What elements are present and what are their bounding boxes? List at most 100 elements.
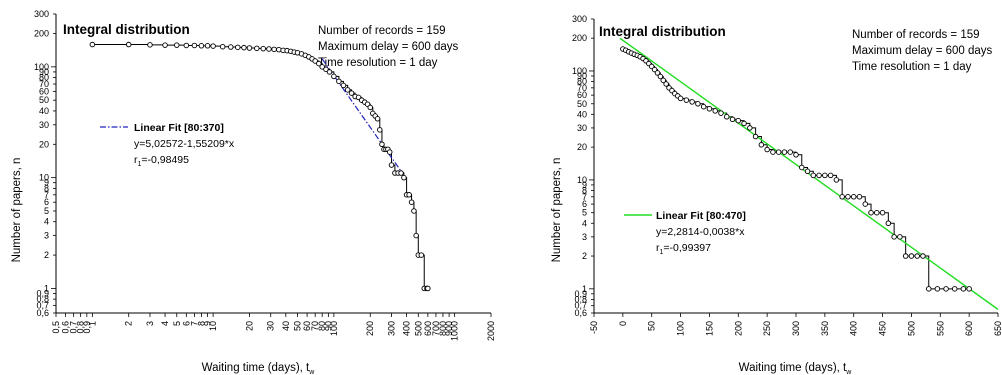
- data-point: [862, 201, 869, 207]
- data-point: [925, 286, 932, 292]
- x-tick-label: 9: [203, 321, 213, 326]
- x-tick-label: 1: [87, 321, 97, 326]
- data-point: [348, 90, 355, 96]
- data-point: [398, 170, 404, 176]
- x-tick-label: 0,6: [61, 321, 71, 334]
- y-tick-label: 30: [39, 120, 49, 130]
- x-tick-label: 20: [244, 321, 254, 331]
- data-point: [319, 64, 325, 70]
- y-tick-label: 1: [44, 283, 49, 293]
- data-point: [677, 95, 684, 102]
- y-axis-label: Number of papers, n: [11, 158, 23, 263]
- x-tick-label: 250: [762, 321, 772, 336]
- data-point: [326, 69, 333, 75]
- data-point: [271, 46, 277, 53]
- data-point: [418, 252, 425, 258]
- data-point: [683, 97, 690, 103]
- x-tick-label: 650: [993, 321, 1002, 336]
- data-point: [198, 43, 205, 49]
- data-point: [827, 172, 834, 179]
- data-point: [204, 43, 211, 49]
- data-point: [845, 194, 851, 200]
- data-point: [804, 168, 811, 175]
- data-point: [411, 208, 417, 214]
- fit-correlation: r1=-0,99397: [656, 242, 711, 256]
- y-tick-label: 100: [572, 66, 587, 76]
- y-tick-label: 2: [44, 250, 49, 260]
- x-tick-label: 400: [849, 321, 859, 336]
- x-tick-label: 550: [935, 321, 945, 336]
- x-tick-label: 150: [704, 321, 714, 336]
- data-point: [908, 253, 915, 259]
- data-point: [344, 87, 351, 93]
- y-tick-label: 7: [44, 190, 49, 200]
- y-tick-label: 70: [577, 83, 587, 93]
- data-point: [147, 42, 153, 48]
- x-tick-label: 0,9: [82, 321, 92, 334]
- data-point: [839, 194, 845, 200]
- y-tick-label: 100: [34, 62, 49, 72]
- x-tick-label: 40: [281, 321, 291, 331]
- data-line: [92, 44, 428, 289]
- info-delay: Maximum delay = 600 days: [318, 41, 459, 53]
- fit-label: Linear Fit [80:470]: [656, 210, 746, 222]
- x-tick-label: 0,7: [69, 321, 79, 334]
- data-point: [712, 108, 718, 114]
- x-tick-label: 600: [423, 321, 433, 336]
- x-tick-label: 1000: [450, 321, 460, 341]
- y-tick-label: 4: [44, 217, 49, 227]
- data-point: [241, 44, 247, 51]
- x-tick-label: 500: [906, 321, 916, 336]
- x-tick-label: 100: [329, 321, 339, 336]
- data-point: [336, 78, 342, 85]
- data-point: [879, 209, 886, 216]
- x-tick-label: 200: [733, 321, 743, 336]
- data-point: [401, 174, 407, 181]
- y-tick-label: 90: [39, 67, 49, 77]
- left-chart: Integral distribution Number of records …: [11, 9, 496, 375]
- legend: Linear Fit [80:470] y=2,2814-0,0038*x r1…: [624, 210, 746, 256]
- y-tick-label: 30: [577, 123, 587, 133]
- legend: Linear Fit [80:370] y=5,02572-1,55209*x …: [100, 122, 235, 168]
- y-tick-label: 1: [582, 284, 587, 294]
- data-point: [377, 127, 383, 133]
- x-tick-label: 400: [402, 321, 412, 336]
- data-point: [695, 101, 701, 107]
- info-resolution: Time resolution = 1 day: [852, 61, 972, 73]
- x-axis-label: Waiting time (days), tw: [739, 362, 853, 375]
- x-tick-label: 500: [413, 321, 423, 336]
- x-tick-label: 300: [387, 321, 397, 336]
- data-point: [162, 42, 168, 48]
- data-point: [254, 45, 260, 52]
- y-tick-label: 6: [582, 199, 587, 209]
- chart-title: Integral distribution: [599, 24, 726, 39]
- y-tick-label: 9: [44, 178, 49, 188]
- data-point: [735, 117, 742, 124]
- data-point: [891, 234, 897, 240]
- data-point: [246, 45, 253, 51]
- x-tick-label: 90: [323, 321, 333, 331]
- x-tick-label: 30: [266, 321, 276, 331]
- y-tick-label: 0,8: [574, 294, 587, 304]
- data-point: [747, 125, 753, 131]
- x-tick-label: 100: [676, 321, 686, 336]
- data-point: [406, 192, 412, 198]
- y-tick-label: 0,9: [36, 288, 49, 298]
- x-tick-label: 50: [293, 321, 303, 331]
- y-tick-label: 300: [572, 14, 587, 24]
- data-point: [323, 66, 329, 73]
- x-tick-label: 450: [878, 321, 888, 336]
- data-point: [651, 66, 658, 73]
- y-tick-label: 0,7: [574, 301, 587, 311]
- data-point: [764, 146, 770, 153]
- y-tick-label: 10: [39, 173, 49, 183]
- data-point: [174, 42, 180, 48]
- y-tick-label: 6: [44, 197, 49, 207]
- y-tick-label: 300: [34, 9, 49, 19]
- y-tick-label: 60: [577, 90, 587, 100]
- data-point: [822, 172, 828, 179]
- data-point: [723, 113, 730, 120]
- data-point: [741, 120, 747, 127]
- x-tick-label: 300: [791, 321, 801, 336]
- data-point: [787, 149, 793, 155]
